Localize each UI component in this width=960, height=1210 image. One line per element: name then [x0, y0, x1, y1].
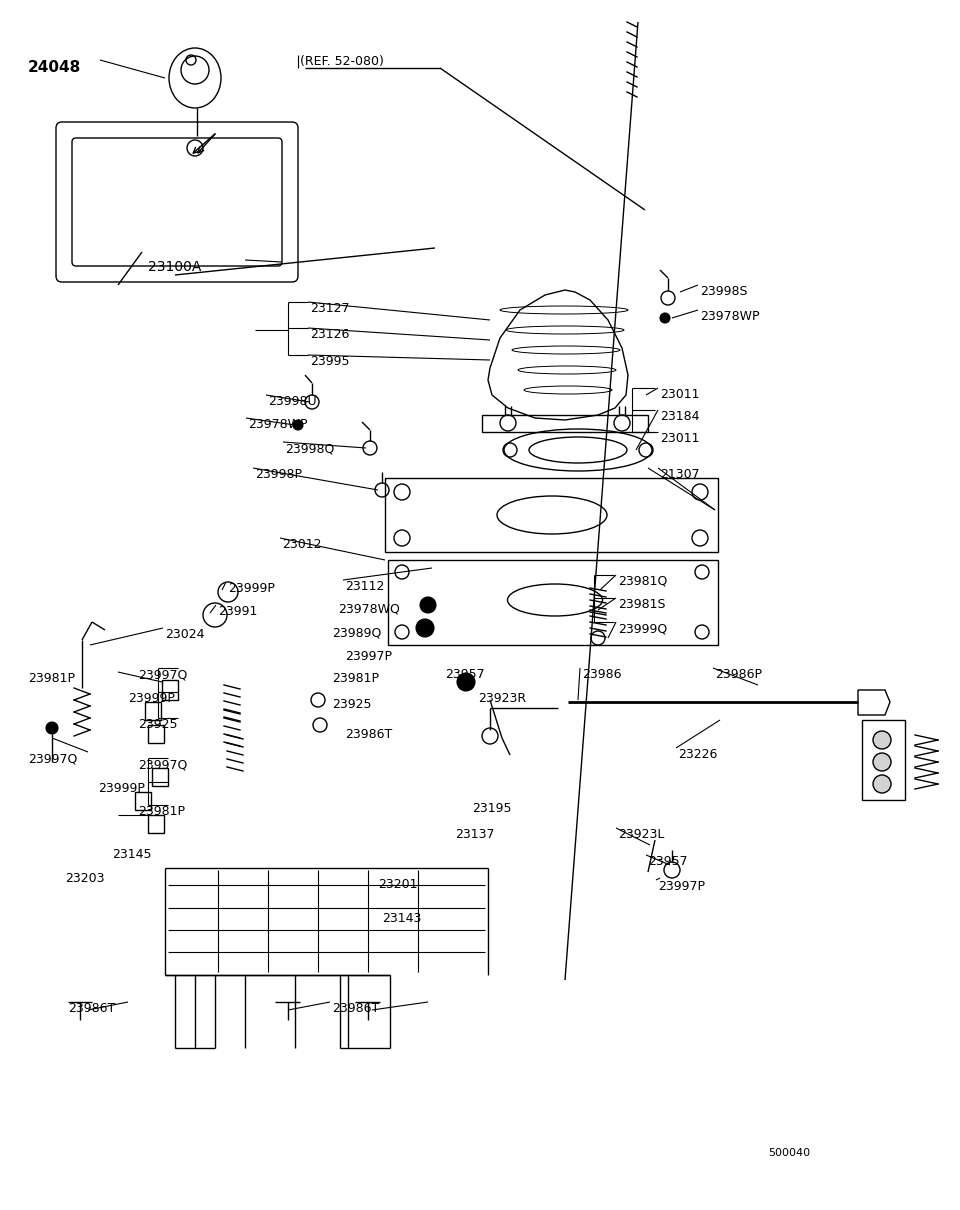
Text: 23024: 23024 [165, 628, 204, 641]
Text: 23923R: 23923R [478, 692, 526, 705]
Bar [148, 816, 164, 832]
Text: 23998S: 23998S [700, 286, 748, 298]
Text: 23978WP: 23978WP [700, 310, 759, 323]
Text: 23997P: 23997P [658, 880, 705, 893]
Text: 23999Q: 23999Q [618, 622, 667, 635]
Text: 23012: 23012 [282, 538, 322, 551]
Text: 23127: 23127 [310, 302, 349, 315]
Text: 23011: 23011 [660, 432, 700, 445]
Text: 21307: 21307 [660, 468, 700, 482]
Text: 23981P: 23981P [138, 805, 185, 818]
Text: 23143: 23143 [382, 912, 421, 924]
Circle shape [416, 620, 434, 636]
Text: 23201: 23201 [378, 878, 418, 891]
Text: 500040: 500040 [768, 1148, 810, 1158]
Text: 23981P: 23981P [28, 672, 75, 685]
Text: 23986: 23986 [582, 668, 621, 681]
Text: 23997Q: 23997Q [28, 751, 78, 765]
Circle shape [873, 731, 891, 749]
Text: 23011: 23011 [660, 388, 700, 401]
Circle shape [46, 722, 58, 734]
Text: 23986T: 23986T [345, 728, 393, 741]
Text: 24048: 24048 [28, 60, 82, 75]
Text: 23925: 23925 [138, 718, 178, 731]
Text: 23999P: 23999P [98, 782, 145, 795]
Text: 23925: 23925 [332, 698, 372, 711]
Text: 23997P: 23997P [345, 650, 392, 663]
Text: 23986P: 23986P [715, 668, 762, 681]
Text: 23100A: 23100A [148, 260, 202, 273]
Circle shape [293, 420, 303, 430]
Text: 23999P: 23999P [228, 582, 275, 595]
Circle shape [873, 753, 891, 771]
Bar [152, 768, 168, 786]
Circle shape [873, 774, 891, 793]
Text: 23998Q: 23998Q [285, 442, 334, 455]
Text: 23126: 23126 [310, 328, 349, 341]
Circle shape [420, 597, 436, 613]
Text: 23137: 23137 [455, 828, 494, 841]
Bar [162, 680, 178, 701]
Text: (REF. 52-080): (REF. 52-080) [300, 54, 384, 68]
Text: 23981P: 23981P [332, 672, 379, 685]
Bar [148, 725, 164, 743]
Circle shape [660, 313, 670, 323]
Text: 23978WP: 23978WP [248, 417, 307, 431]
Bar [135, 793, 151, 809]
Text: 23978WQ: 23978WQ [338, 603, 400, 616]
Text: 23995: 23995 [310, 355, 349, 368]
Text: 23112: 23112 [345, 580, 384, 593]
Text: 23991: 23991 [218, 605, 257, 618]
Bar [145, 702, 161, 720]
Text: 23923L: 23923L [618, 828, 664, 841]
Text: 23999P: 23999P [128, 692, 175, 705]
Text: 23997Q: 23997Q [138, 757, 187, 771]
Text: 23145: 23145 [112, 848, 152, 862]
Text: 23981S: 23981S [618, 598, 665, 611]
Text: 23981Q: 23981Q [618, 575, 667, 588]
Text: 23986T: 23986T [68, 1002, 115, 1015]
Circle shape [457, 673, 475, 691]
Text: 23997Q: 23997Q [138, 668, 187, 681]
Text: 23226: 23226 [678, 748, 717, 761]
Text: 23184: 23184 [660, 410, 700, 424]
Text: 23986T: 23986T [332, 1002, 379, 1015]
Text: 23998U: 23998U [268, 394, 317, 408]
Text: 23203: 23203 [65, 872, 105, 885]
Text: 23998P: 23998P [255, 468, 302, 482]
Text: 23957: 23957 [648, 855, 687, 868]
Circle shape [187, 140, 203, 156]
Text: 23989Q: 23989Q [332, 626, 381, 639]
Text: 23957: 23957 [445, 668, 485, 681]
Text: 23195: 23195 [472, 802, 512, 816]
